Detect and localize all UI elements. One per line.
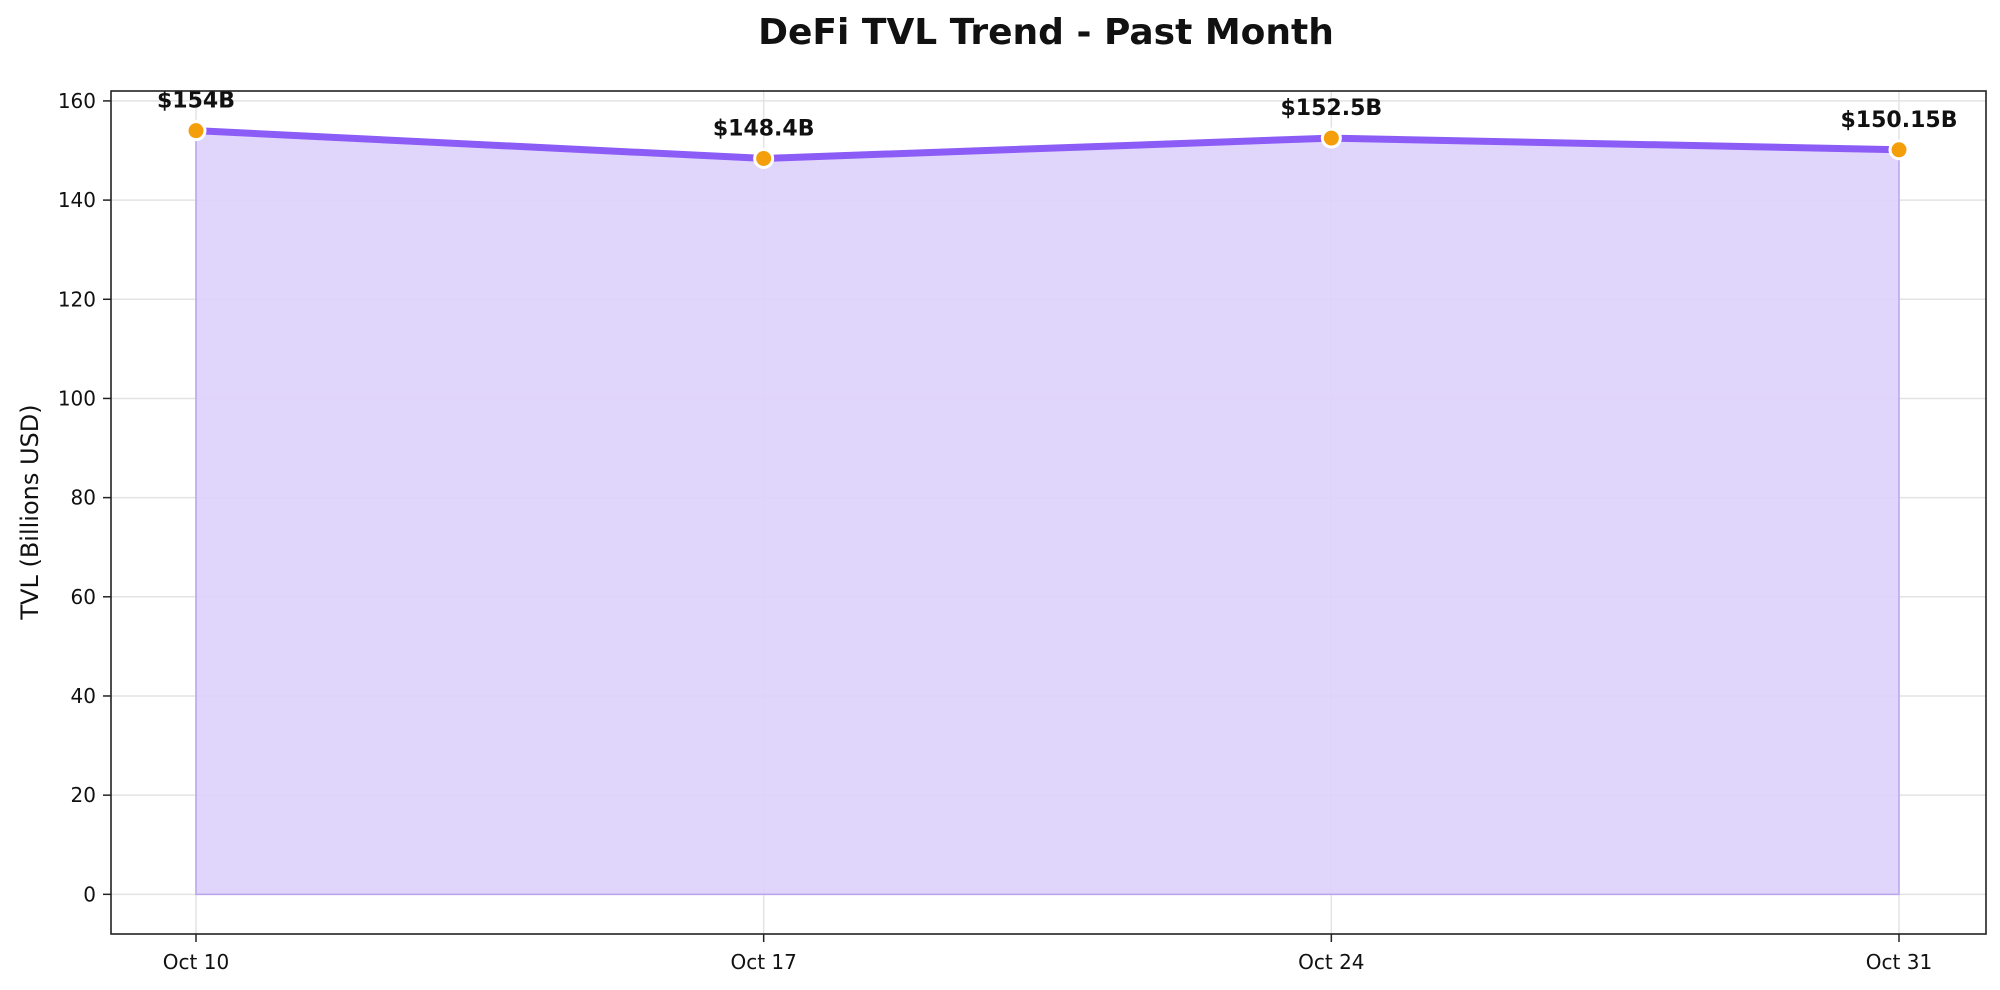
chart-title: DeFi TVL Trend - Past Month <box>758 12 1334 53</box>
data-label: $148.4B <box>713 116 815 141</box>
data-label: $152.5B <box>1280 96 1382 121</box>
data-point-marker <box>1888 139 1910 161</box>
data-point-marker <box>1320 127 1342 149</box>
data-label-layer: $154B $148.4B $152.5B $150.15B <box>157 89 1957 142</box>
series-line <box>192 127 1903 162</box>
y-tick-label: 0 <box>83 882 96 906</box>
area-layer <box>192 127 1903 896</box>
y-tick-label: 140 <box>58 188 96 212</box>
plot-frame <box>110 90 1987 935</box>
data-label: $150.15B <box>1841 108 1958 133</box>
y-tick-label: 160 <box>58 89 96 113</box>
x-tick-label: Oct 10 <box>163 950 229 974</box>
x-tick-label: Oct 24 <box>1298 950 1364 974</box>
x-tick-label: Oct 31 <box>1866 950 1932 974</box>
y-tick-label: 80 <box>71 486 96 510</box>
axis-layer: 0 20 40 60 80 100 120 140 160 Oct 10 Oct 17 Oct 24 O… <box>58 89 1987 974</box>
data-label: $154B <box>157 89 235 114</box>
y-tick-label: 40 <box>71 684 96 708</box>
y-tick-label: 120 <box>58 287 96 311</box>
y-axis-label: TVL (Billions USD) <box>16 404 44 620</box>
x-tick-label: Oct 17 <box>730 950 796 974</box>
marker-layer <box>185 120 1910 169</box>
area-fill <box>195 129 1900 896</box>
y-tick-label: 60 <box>71 585 96 609</box>
data-point-marker <box>185 120 207 142</box>
data-point-marker <box>753 147 775 169</box>
y-tick-label: 100 <box>58 386 96 410</box>
y-tick-label: 20 <box>71 783 96 807</box>
